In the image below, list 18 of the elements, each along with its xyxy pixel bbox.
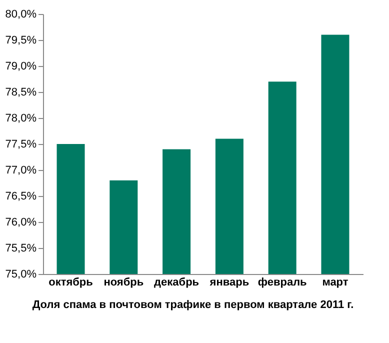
x-tick-label: ноябрь	[104, 276, 144, 288]
y-tick-label: 76,5%	[5, 190, 37, 202]
y-tick-label: 80,0%	[5, 8, 37, 20]
text: Доля спама в почтовом трафике в первом квартале 2011 г.	[32, 299, 354, 311]
y-tick-label: 77,5%	[5, 138, 37, 150]
x-tick-label: январь	[210, 276, 250, 288]
y-tick-label: 77,0%	[5, 164, 37, 176]
y-tick-label: 79,5%	[5, 34, 37, 46]
y-tick-label: 75,5%	[5, 242, 37, 254]
y-tick-label: 75,0%	[5, 268, 37, 280]
y-tick-label: 78,0%	[5, 112, 37, 124]
y-tick-label: 79,0%	[5, 60, 37, 72]
x-tick-label: март	[322, 276, 349, 288]
x-tick-label: декабрь	[154, 276, 200, 288]
y-tick-label: 78,5%	[5, 86, 37, 98]
x-tick-label: октябрь	[48, 276, 94, 288]
x-tick-label: февраль	[258, 276, 308, 288]
y-tick-label: 76,0%	[5, 216, 37, 228]
